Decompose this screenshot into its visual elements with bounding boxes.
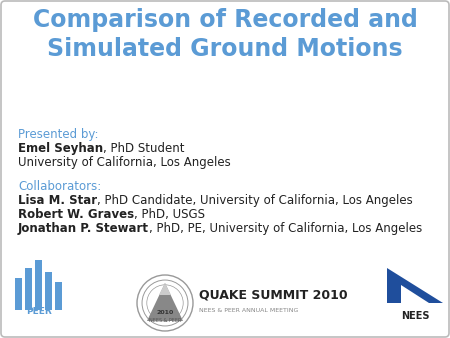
Bar — [25, 268, 32, 310]
Text: Presented by:: Presented by: — [18, 128, 99, 141]
Text: NEES & PEER ANNUAL MEETING: NEES & PEER ANNUAL MEETING — [199, 309, 298, 314]
Text: University of California, Los Angeles: University of California, Los Angeles — [18, 156, 231, 169]
Text: Collaborators:: Collaborators: — [18, 180, 101, 193]
Bar — [55, 282, 62, 310]
Polygon shape — [159, 283, 171, 295]
Text: Comparison of Recorded and
Simulated Ground Motions: Comparison of Recorded and Simulated Gro… — [32, 8, 418, 61]
Text: PEER: PEER — [26, 307, 52, 316]
Bar — [35, 260, 42, 310]
Bar — [15, 278, 22, 310]
Text: Emel Seyhan: Emel Seyhan — [18, 142, 103, 155]
Bar — [45, 272, 52, 310]
Text: Jonathan P. Stewart: Jonathan P. Stewart — [18, 222, 149, 235]
Text: Robert W. Graves: Robert W. Graves — [18, 208, 134, 221]
Text: , PhD, PE, University of California, Los Angeles: , PhD, PE, University of California, Los… — [149, 222, 422, 235]
Polygon shape — [147, 283, 183, 321]
Text: QUAKE SUMMIT 2010: QUAKE SUMMIT 2010 — [199, 289, 347, 301]
Text: 2010: 2010 — [157, 311, 174, 315]
Polygon shape — [387, 268, 443, 303]
Text: NEES & PEER: NEES & PEER — [149, 318, 181, 323]
Text: , PhD, USGS: , PhD, USGS — [134, 208, 205, 221]
Text: Lisa M. Star: Lisa M. Star — [18, 194, 97, 207]
Polygon shape — [401, 285, 429, 303]
Text: , PhD Student: , PhD Student — [103, 142, 184, 155]
Text: NEES: NEES — [401, 311, 429, 321]
Text: , PhD Candidate, University of California, Los Angeles: , PhD Candidate, University of Californi… — [97, 194, 413, 207]
